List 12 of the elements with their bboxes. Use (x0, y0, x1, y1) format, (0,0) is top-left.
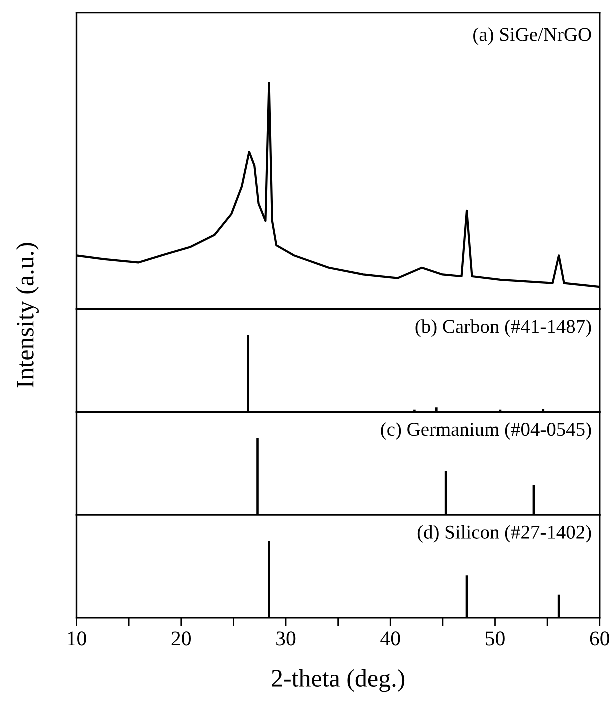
x-tick-label: 60 (590, 632, 610, 646)
x-tick-label: 40 (380, 632, 400, 646)
annotation: (b) Carbon (#41-1487) (416, 320, 592, 338)
annotation: (d) Silicon (#27-1402) (418, 525, 592, 543)
x-axis-title: 2-theta (deg.) (272, 669, 405, 692)
x-tick-label: 50 (486, 632, 505, 646)
x-tick-label: 20 (172, 632, 191, 646)
text: (a) SiGe/NrGO (474, 28, 592, 46)
annotation: (c) Germanium (#04-0545) (381, 422, 592, 440)
x-tick-label: 10 (68, 632, 86, 646)
y-axis-title: Intensity (a.u.) (16, 243, 39, 388)
x-tick-label: 30 (276, 632, 296, 646)
